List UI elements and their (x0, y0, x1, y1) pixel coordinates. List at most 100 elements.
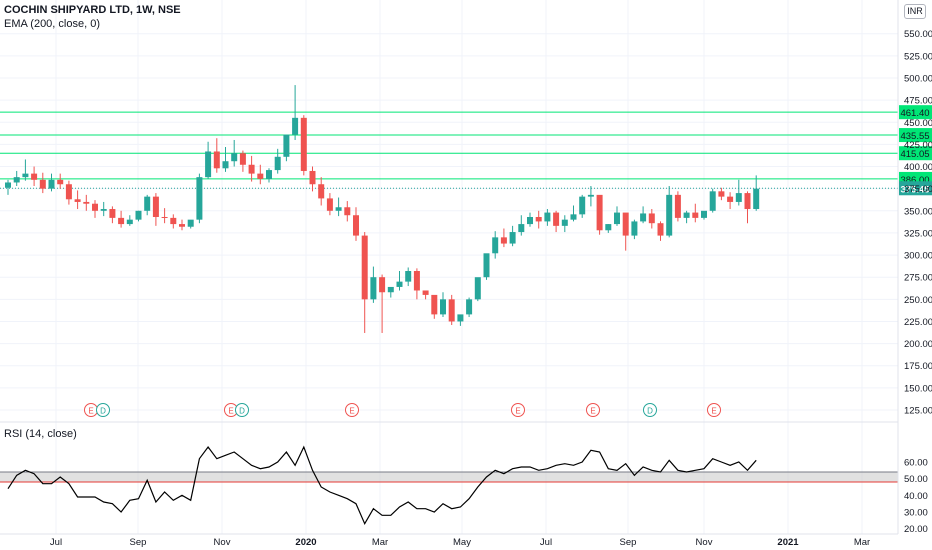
candle-body (100, 209, 107, 211)
candle-body (335, 207, 342, 211)
earnings-event-marker[interactable]: E (707, 403, 721, 417)
time-tick-label: May (453, 537, 471, 548)
candle-body (379, 277, 386, 293)
candle-body (144, 196, 151, 211)
candle-body (735, 193, 742, 202)
price-tick-label: 350.00 (904, 206, 932, 217)
level-price-tag (899, 146, 932, 161)
last-price-label: 375.45 (900, 184, 930, 195)
event-circle (345, 403, 359, 417)
earnings-event-marker[interactable]: E (511, 403, 525, 417)
dividend-event-marker[interactable]: D (96, 403, 110, 417)
price-tick-label: 300.00 (904, 251, 932, 262)
price-tick-label: 250.00 (904, 295, 932, 306)
event-label: E (711, 407, 716, 416)
candle-body (422, 290, 429, 295)
event-circle (511, 403, 525, 417)
candle-body (709, 191, 716, 211)
candle-body (353, 215, 359, 236)
event-circle (586, 403, 600, 417)
time-tick-label: Sep (130, 537, 147, 548)
candle-body (135, 210, 142, 220)
price-tick-label: 500.00 (904, 74, 932, 85)
event-label: E (590, 407, 595, 416)
earnings-event-marker[interactable]: E (345, 403, 359, 417)
candle-body (579, 196, 586, 215)
symbol-title[interactable]: COCHIN SHIPYARD LTD, 1W, NSE (4, 4, 181, 16)
candle-body (48, 179, 55, 189)
time-tick-label: Nov (214, 537, 231, 548)
candle-body (535, 216, 542, 222)
candle-body (666, 194, 673, 236)
rsi-panel (0, 445, 898, 526)
candle-body (326, 198, 333, 211)
candle-body (83, 201, 90, 204)
candle-body (527, 216, 533, 225)
candle-body (13, 177, 20, 183)
currency-badge[interactable]: INR (904, 4, 926, 19)
candle-body (239, 153, 246, 165)
candle-body (431, 294, 438, 315)
candle-body (205, 151, 212, 178)
price-tick-label: 425.00 (904, 140, 932, 151)
candle-body (405, 271, 412, 282)
price-tick-label: 400.00 (904, 162, 932, 173)
candle-body (483, 253, 490, 278)
candle-body (5, 182, 11, 188)
candle-body (170, 217, 177, 225)
candle-body (448, 299, 455, 322)
event-label: D (239, 407, 245, 416)
candle-body (692, 212, 699, 218)
candle-body (274, 156, 281, 171)
candle-body (292, 117, 299, 135)
time-tick-label: 2021 (777, 537, 799, 548)
earnings-event-marker[interactable]: E (84, 403, 98, 417)
candle-body (74, 199, 81, 202)
candle-body (92, 203, 98, 211)
rsi-tick-label: 20.00 (904, 524, 928, 535)
candlesticks (5, 85, 760, 333)
candle-body (22, 173, 29, 178)
candle-body (544, 212, 551, 222)
price-tick-label: 200.00 (904, 339, 932, 350)
candle-body (344, 207, 351, 216)
candle-body (126, 219, 133, 225)
candle-body (727, 196, 734, 202)
price-tick-label: 150.00 (904, 383, 932, 394)
price-tick-label: 175.00 (904, 361, 932, 372)
price-tick-label: 550.00 (904, 29, 932, 40)
ema-legend[interactable]: EMA (200, close, 0) (4, 18, 100, 30)
event-label: D (100, 407, 106, 416)
candle-body (300, 117, 307, 171)
dividend-event-marker[interactable]: D (643, 403, 657, 417)
level-price-label: 386.00 (900, 175, 929, 186)
candle-body (648, 213, 655, 224)
time-tick-label: Jul (540, 537, 552, 548)
candle-body (640, 213, 647, 222)
candle-body (187, 219, 194, 227)
event-label: E (515, 407, 520, 416)
candle-body (196, 177, 203, 220)
candle-body (674, 194, 681, 218)
candle-body (222, 161, 229, 169)
candle-body (718, 191, 725, 197)
candle-body (466, 299, 473, 315)
candle-body (248, 164, 255, 174)
candle-body (152, 196, 159, 217)
time-tick-label: Mar (854, 537, 870, 548)
time-tick-label: Jul (50, 537, 62, 548)
level-price-label: 435.55 (900, 131, 929, 142)
candle-body (605, 224, 612, 231)
candle-body (257, 173, 264, 179)
price-tick-label: 525.00 (904, 51, 932, 62)
grid (0, 0, 898, 534)
candle-body (318, 184, 325, 199)
dividend-event-marker[interactable]: D (235, 403, 249, 417)
rsi-legend[interactable]: RSI (14, close) (4, 428, 77, 440)
level-price-tag (899, 105, 932, 120)
candle-body (614, 212, 620, 225)
candle-body (266, 170, 272, 179)
earnings-event-marker[interactable]: E (586, 403, 600, 417)
